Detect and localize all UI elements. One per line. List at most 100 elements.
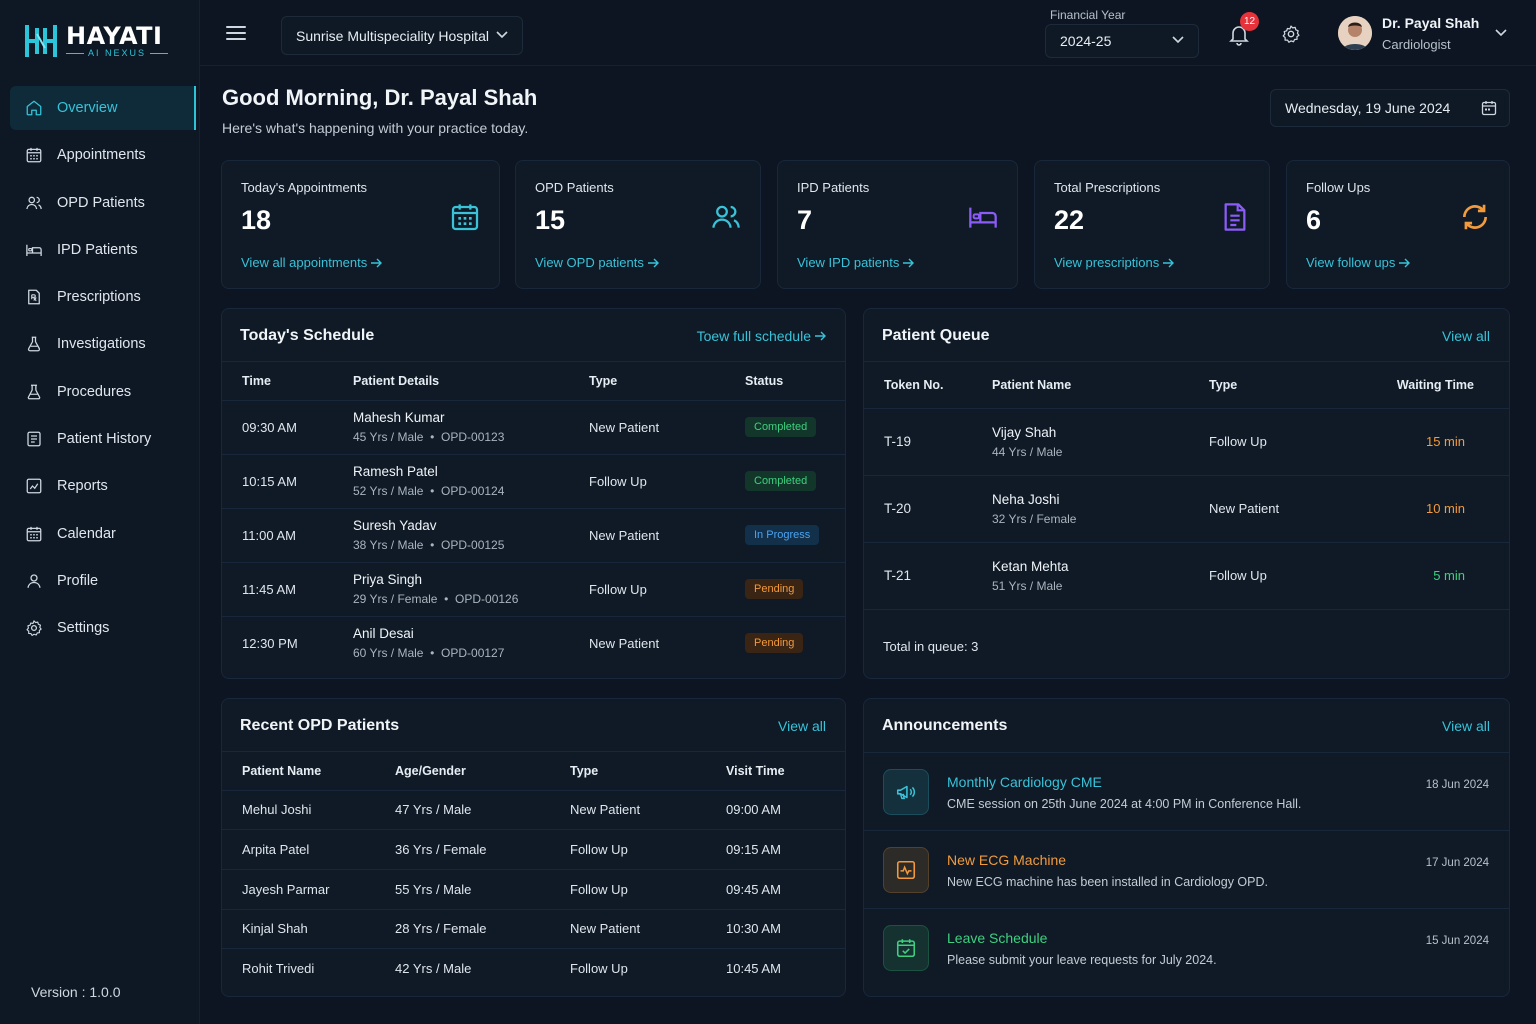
view-full-schedule-link[interactable]: Toew full schedule xyxy=(697,328,826,344)
column-header: Time xyxy=(242,373,271,388)
sidebar-item-label: IPD Patients xyxy=(57,241,138,258)
chevron-down-icon[interactable] xyxy=(1495,29,1507,37)
announcements-card: Announcements View all Monthly Cardiolog… xyxy=(863,698,1510,997)
logo[interactable]: HAYATI AI NEXUS xyxy=(24,22,169,60)
view-all-announcements-link[interactable]: View all xyxy=(1442,718,1490,734)
date-picker[interactable]: Wednesday, 19 June 2024 xyxy=(1270,89,1510,127)
chevron-down-icon xyxy=(496,31,508,39)
table-row[interactable]: 11:45 AM Priya Singh 29 Yrs / Female • OP… xyxy=(222,562,845,616)
appointment-time: 12:30 PM xyxy=(242,635,298,651)
status-badge: Completed xyxy=(745,417,817,437)
gear-icon xyxy=(26,620,42,637)
sidebar-item-prescriptions[interactable]: Prescriptions xyxy=(10,275,196,319)
announcement-text: CME session on 25th June 2024 at 4:00 PM… xyxy=(947,797,1302,811)
column-header: Patient Name xyxy=(242,763,322,778)
stat-link[interactable]: View prescriptions xyxy=(1054,255,1175,270)
age-gender: 47 Yrs / Male xyxy=(395,802,472,818)
visit-type: New Patient xyxy=(570,921,641,937)
visit-type: Follow Up xyxy=(570,881,628,897)
column-header: Visit Time xyxy=(726,763,785,778)
table-row[interactable]: T-21 Ketan Mehta 51 Yrs / Male Follow Up … xyxy=(864,542,1509,609)
gear-icon[interactable] xyxy=(1281,24,1301,44)
sidebar-item-settings[interactable]: Settings xyxy=(10,606,196,650)
view-all-queue-link[interactable]: View all xyxy=(1442,328,1490,344)
sidebar-item-profile[interactable]: Profile xyxy=(10,559,196,603)
chevron-down-icon xyxy=(1172,36,1184,44)
stat-label: Today's Appointments xyxy=(241,180,368,195)
visit-type: Follow Up xyxy=(570,961,628,977)
sidebar-item-label: OPD Patients xyxy=(57,194,145,211)
table-row[interactable]: Mehul Joshi 47 Yrs / Male New Patient 09… xyxy=(222,790,845,830)
sidebar-item-label: Appointments xyxy=(57,147,146,164)
document-icon xyxy=(1224,203,1246,231)
sidebar-item-opd-patients[interactable]: OPD Patients xyxy=(10,181,196,225)
column-header: Type xyxy=(1209,377,1238,392)
table-row[interactable]: T-19 Vijay Shah 44 Yrs / Male Follow Up 1… xyxy=(864,408,1509,475)
announcement-title: Monthly Cardiology CME xyxy=(947,774,1102,790)
column-header: Waiting Time xyxy=(1396,377,1474,392)
calendar-icon xyxy=(26,148,42,163)
stat-card-today-s-appointments: Today's Appointments 18 View all appoint… xyxy=(221,160,500,289)
user-name[interactable]: Dr. Payal Shah xyxy=(1382,15,1480,31)
table-row[interactable]: 12:30 PM Anil Desai 60 Yrs / Male • OPD-0… xyxy=(222,616,845,670)
sidebar-item-label: Patient History xyxy=(57,431,152,448)
patient-name: Ramesh Patel xyxy=(353,464,438,479)
queue-table: Token No. Patient Name Type Waiting Time T-… xyxy=(864,362,1509,610)
table-row[interactable]: Rohit Trivedi 42 Yrs / Male Follow Up 10… xyxy=(222,948,845,989)
todays-schedule-card: Today's Schedule Toew full schedule Time… xyxy=(221,308,846,679)
sidebar-item-label: Reports xyxy=(57,478,108,495)
ecg-icon xyxy=(896,860,916,880)
bed-icon xyxy=(969,207,997,228)
sidebar-item-patient-history[interactable]: Patient History xyxy=(10,417,196,461)
arrow-right-icon xyxy=(647,258,659,267)
sidebar-item-overview[interactable]: Overview xyxy=(10,86,196,130)
patient-name: Mahesh Kumar xyxy=(353,410,445,425)
sidebar-item-appointments[interactable]: Appointments xyxy=(10,133,196,177)
stat-link[interactable]: View follow ups xyxy=(1306,255,1411,270)
table-row[interactable]: Kinjal Shah 28 Yrs / Female New Patient … xyxy=(222,909,845,949)
avatar[interactable] xyxy=(1338,16,1372,50)
current-date: Wednesday, 19 June 2024 xyxy=(1285,100,1451,116)
sidebar-item-reports[interactable]: Reports xyxy=(10,464,196,508)
refresh-icon xyxy=(1463,204,1487,230)
announcement-item[interactable]: New ECG Machine New ECG machine has been… xyxy=(864,830,1509,908)
stat-label: IPD Patients xyxy=(797,180,870,195)
brand-subtitle: AI NEXUS xyxy=(88,48,147,58)
financial-year-select[interactable]: 2024-25 xyxy=(1045,24,1199,58)
stat-link[interactable]: View IPD patients xyxy=(797,255,915,270)
age-gender: 42 Yrs / Male xyxy=(395,961,472,977)
menu-toggle-icon[interactable] xyxy=(226,26,246,44)
sidebar-item-procedures[interactable]: Procedures xyxy=(10,370,196,414)
patient-name: Jayesh Parmar xyxy=(242,881,330,897)
arrow-right-icon xyxy=(903,258,915,267)
patient-name: Neha Joshi xyxy=(992,491,1060,507)
status-badge: Completed xyxy=(745,471,817,491)
table-row[interactable]: Jayesh Parmar 55 Yrs / Male Follow Up 09… xyxy=(222,869,845,909)
table-row[interactable]: 09:30 AM Mahesh Kumar 45 Yrs / Male • OPD… xyxy=(222,400,845,454)
visit-time: 10:45 AM xyxy=(726,961,781,977)
table-row[interactable]: 11:00 AM Suresh Yadav 38 Yrs / Male • OPD… xyxy=(222,508,845,562)
column-header: Patient Details xyxy=(353,373,440,388)
view-all-recent-link[interactable]: View all xyxy=(778,718,826,734)
users-icon xyxy=(712,205,740,228)
stat-link[interactable]: View OPD patients xyxy=(535,255,659,270)
sidebar: HAYATI AI NEXUS Overview Appointments OPD … xyxy=(0,0,200,1024)
table-row[interactable]: T-20 Neha Joshi 32 Yrs / Female New Patie… xyxy=(864,475,1509,542)
stat-value: 7 xyxy=(797,205,813,235)
sidebar-item-investigations[interactable]: Investigations xyxy=(10,322,196,366)
sidebar-item-ipd-patients[interactable]: IPD Patients xyxy=(10,228,196,272)
announcement-item[interactable]: Leave Schedule Please submit your leave … xyxy=(864,908,1509,986)
user-icon xyxy=(27,574,41,588)
stat-link[interactable]: View all appointments xyxy=(241,255,383,270)
table-row[interactable]: Arpita Patel 36 Yrs / Female Follow Up 0… xyxy=(222,829,845,870)
hospital-selector[interactable]: Sunrise Multispeciality Hospital xyxy=(281,16,523,55)
prescription-icon xyxy=(28,289,40,305)
announcement-item[interactable]: Monthly Cardiology CME CME session on 25… xyxy=(864,752,1509,830)
sidebar-item-calendar[interactable]: Calendar xyxy=(10,512,196,556)
column-header: Type xyxy=(570,763,599,778)
status-badge: In Progress xyxy=(745,525,820,545)
patient-meta: 51 Yrs / Male xyxy=(992,578,1063,593)
table-row[interactable]: 10:15 AM Ramesh Patel 52 Yrs / Male • OPD… xyxy=(222,454,845,508)
logo-icon xyxy=(25,25,57,57)
age-gender: 36 Yrs / Female xyxy=(395,842,487,858)
